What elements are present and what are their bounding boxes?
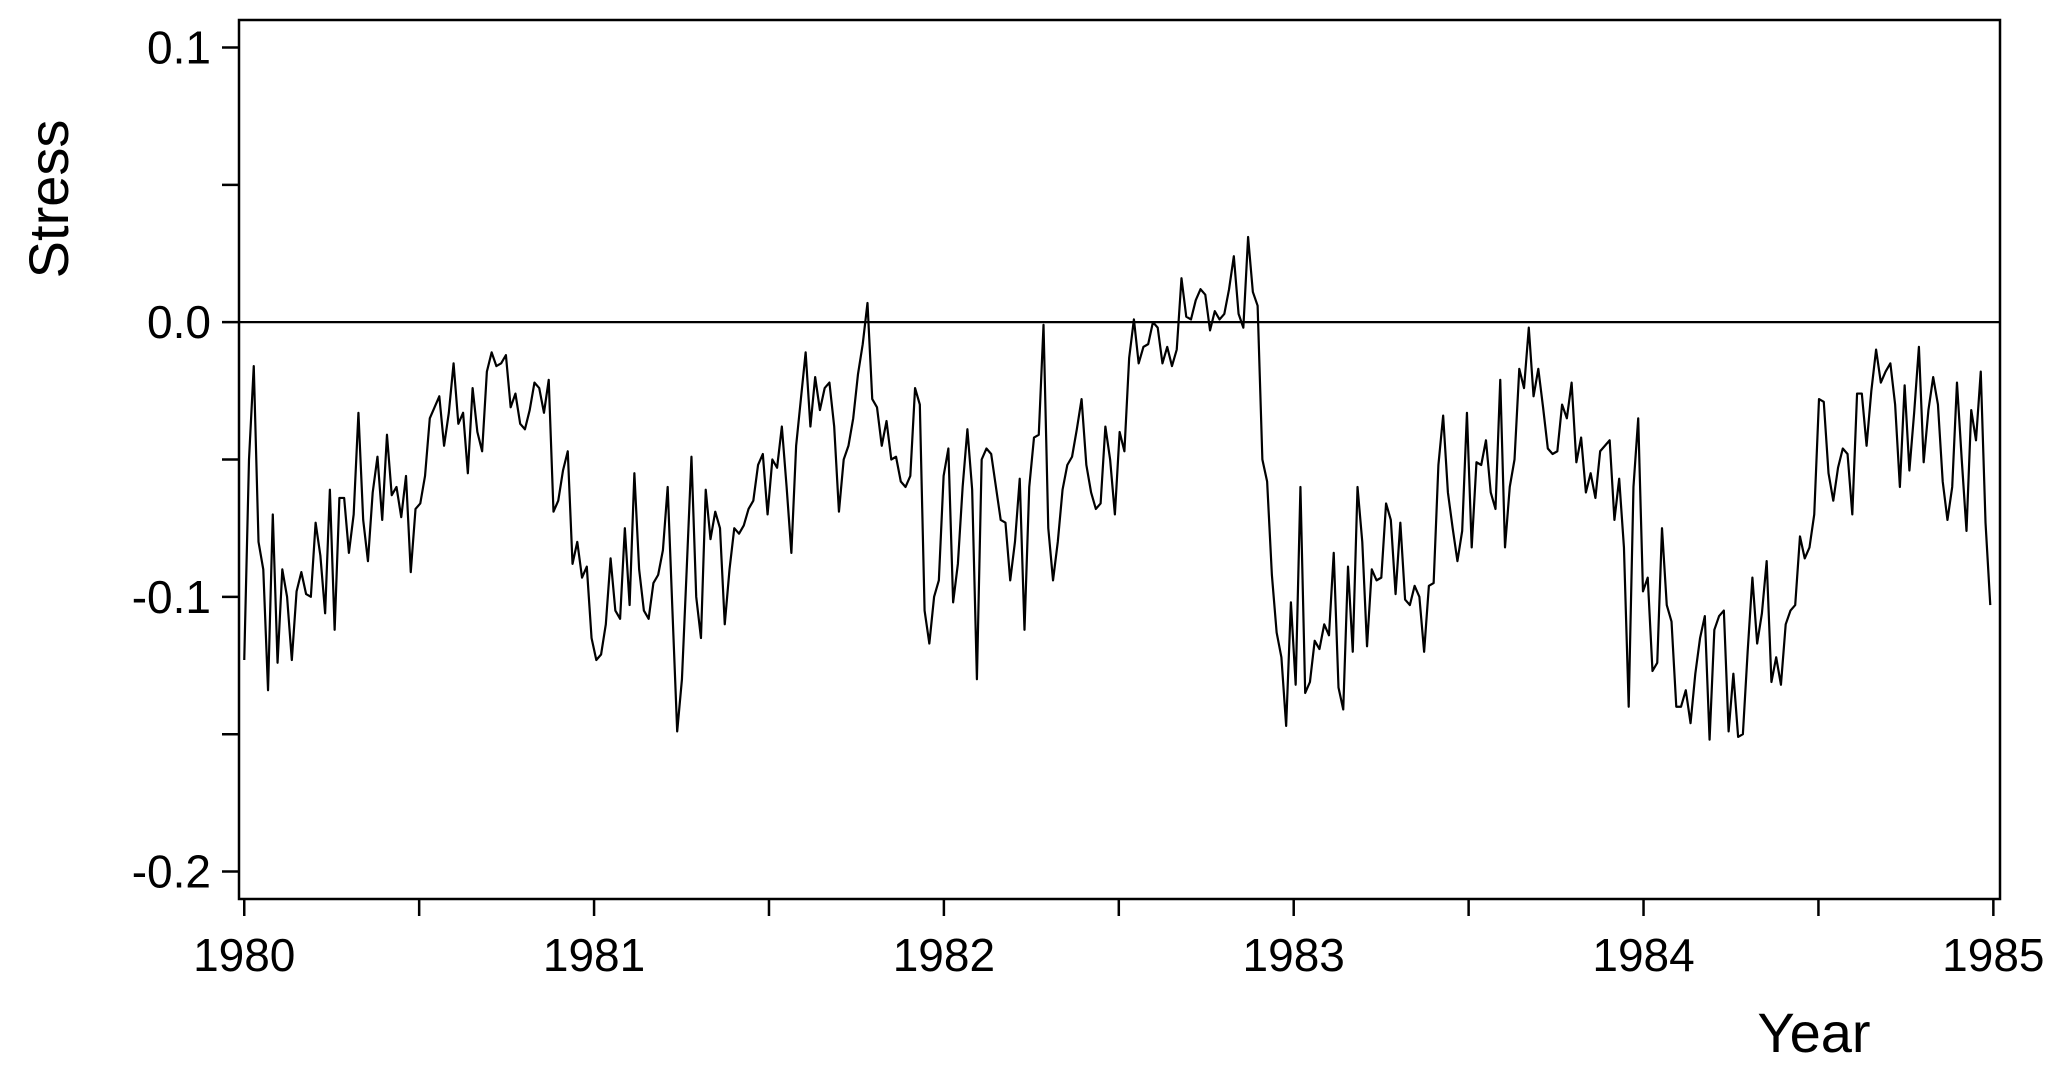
y-tick-label: -0.1 [132, 571, 211, 623]
x-axis-label: Year [1757, 1001, 1870, 1064]
x-tick-label: 1981 [543, 929, 645, 981]
y-tick-label: 0.0 [147, 296, 211, 348]
x-tick-label: 1982 [893, 929, 995, 981]
x-tick-label: 1983 [1243, 929, 1345, 981]
data-line [243, 235, 1992, 741]
y-axis-label: Stress [17, 120, 80, 279]
y-tick-label: -0.2 [132, 846, 211, 898]
y-tick-label: 0.1 [147, 21, 211, 73]
x-tick-label: 1980 [193, 929, 295, 981]
x-tick-label: 1984 [1592, 929, 1694, 981]
x-tick-label: 1985 [1942, 929, 2044, 981]
plot-frame [237, 18, 2002, 901]
